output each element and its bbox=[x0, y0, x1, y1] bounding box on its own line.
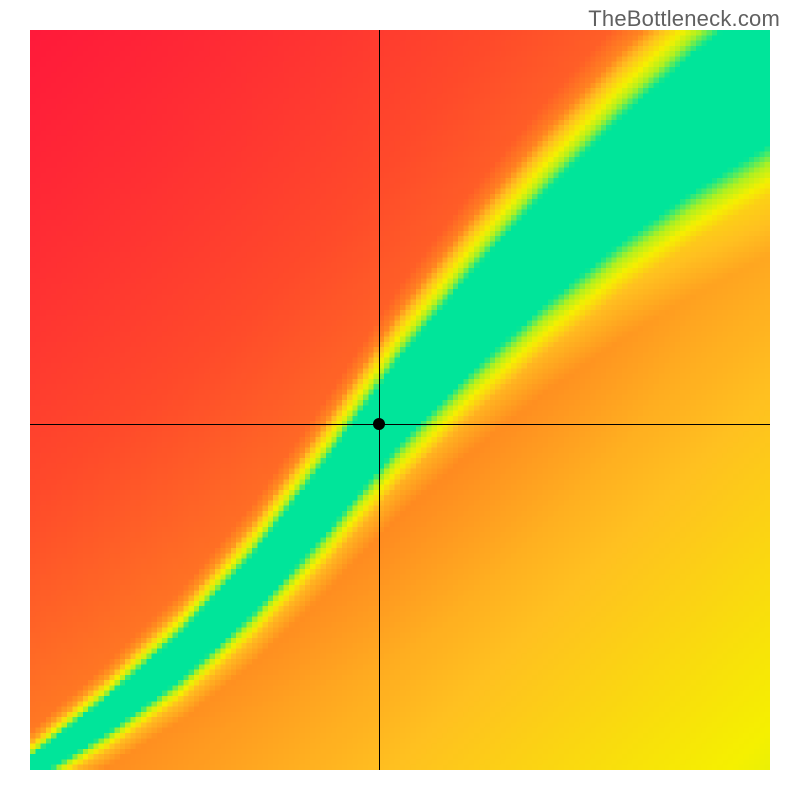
crosshair-vertical bbox=[379, 30, 380, 770]
figure-container: TheBottleneck.com bbox=[0, 0, 800, 800]
heatmap-plot bbox=[30, 30, 770, 770]
data-point-marker bbox=[373, 418, 385, 430]
crosshair-horizontal bbox=[30, 424, 770, 425]
attribution-text: TheBottleneck.com bbox=[588, 6, 780, 32]
